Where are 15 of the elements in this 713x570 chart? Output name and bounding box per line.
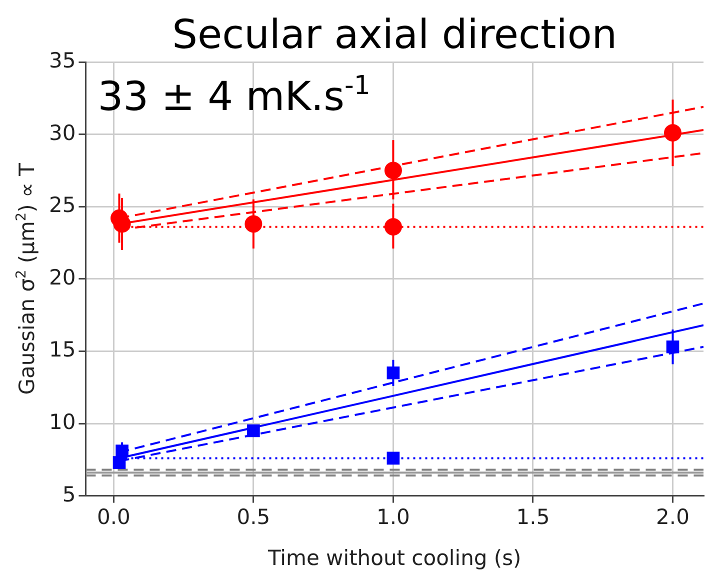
- y-tick-label: 5: [62, 482, 76, 506]
- x-tick-label: 1.0: [376, 504, 410, 529]
- y-tick-label: 20: [48, 265, 76, 290]
- x-tick-label: 0.5: [236, 504, 270, 529]
- y-tick-label: 35: [48, 48, 76, 72]
- x-tick-label: 0.0: [96, 504, 130, 529]
- y-tick-label: 30: [48, 120, 76, 145]
- y-axis-title: Gaussian σ2 (μm2) ∝ T: [14, 162, 39, 395]
- y-tick-label: 10: [48, 410, 76, 434]
- x-tick-label: 1.5: [516, 504, 550, 529]
- y-tick-label: 25: [48, 193, 76, 218]
- x-tick-label: 2.0: [656, 504, 690, 529]
- x-axis-title: Time without cooling (s): [266, 546, 522, 570]
- chart-title: Secular axial direction: [172, 12, 618, 58]
- y-tick-label: 15: [48, 338, 76, 362]
